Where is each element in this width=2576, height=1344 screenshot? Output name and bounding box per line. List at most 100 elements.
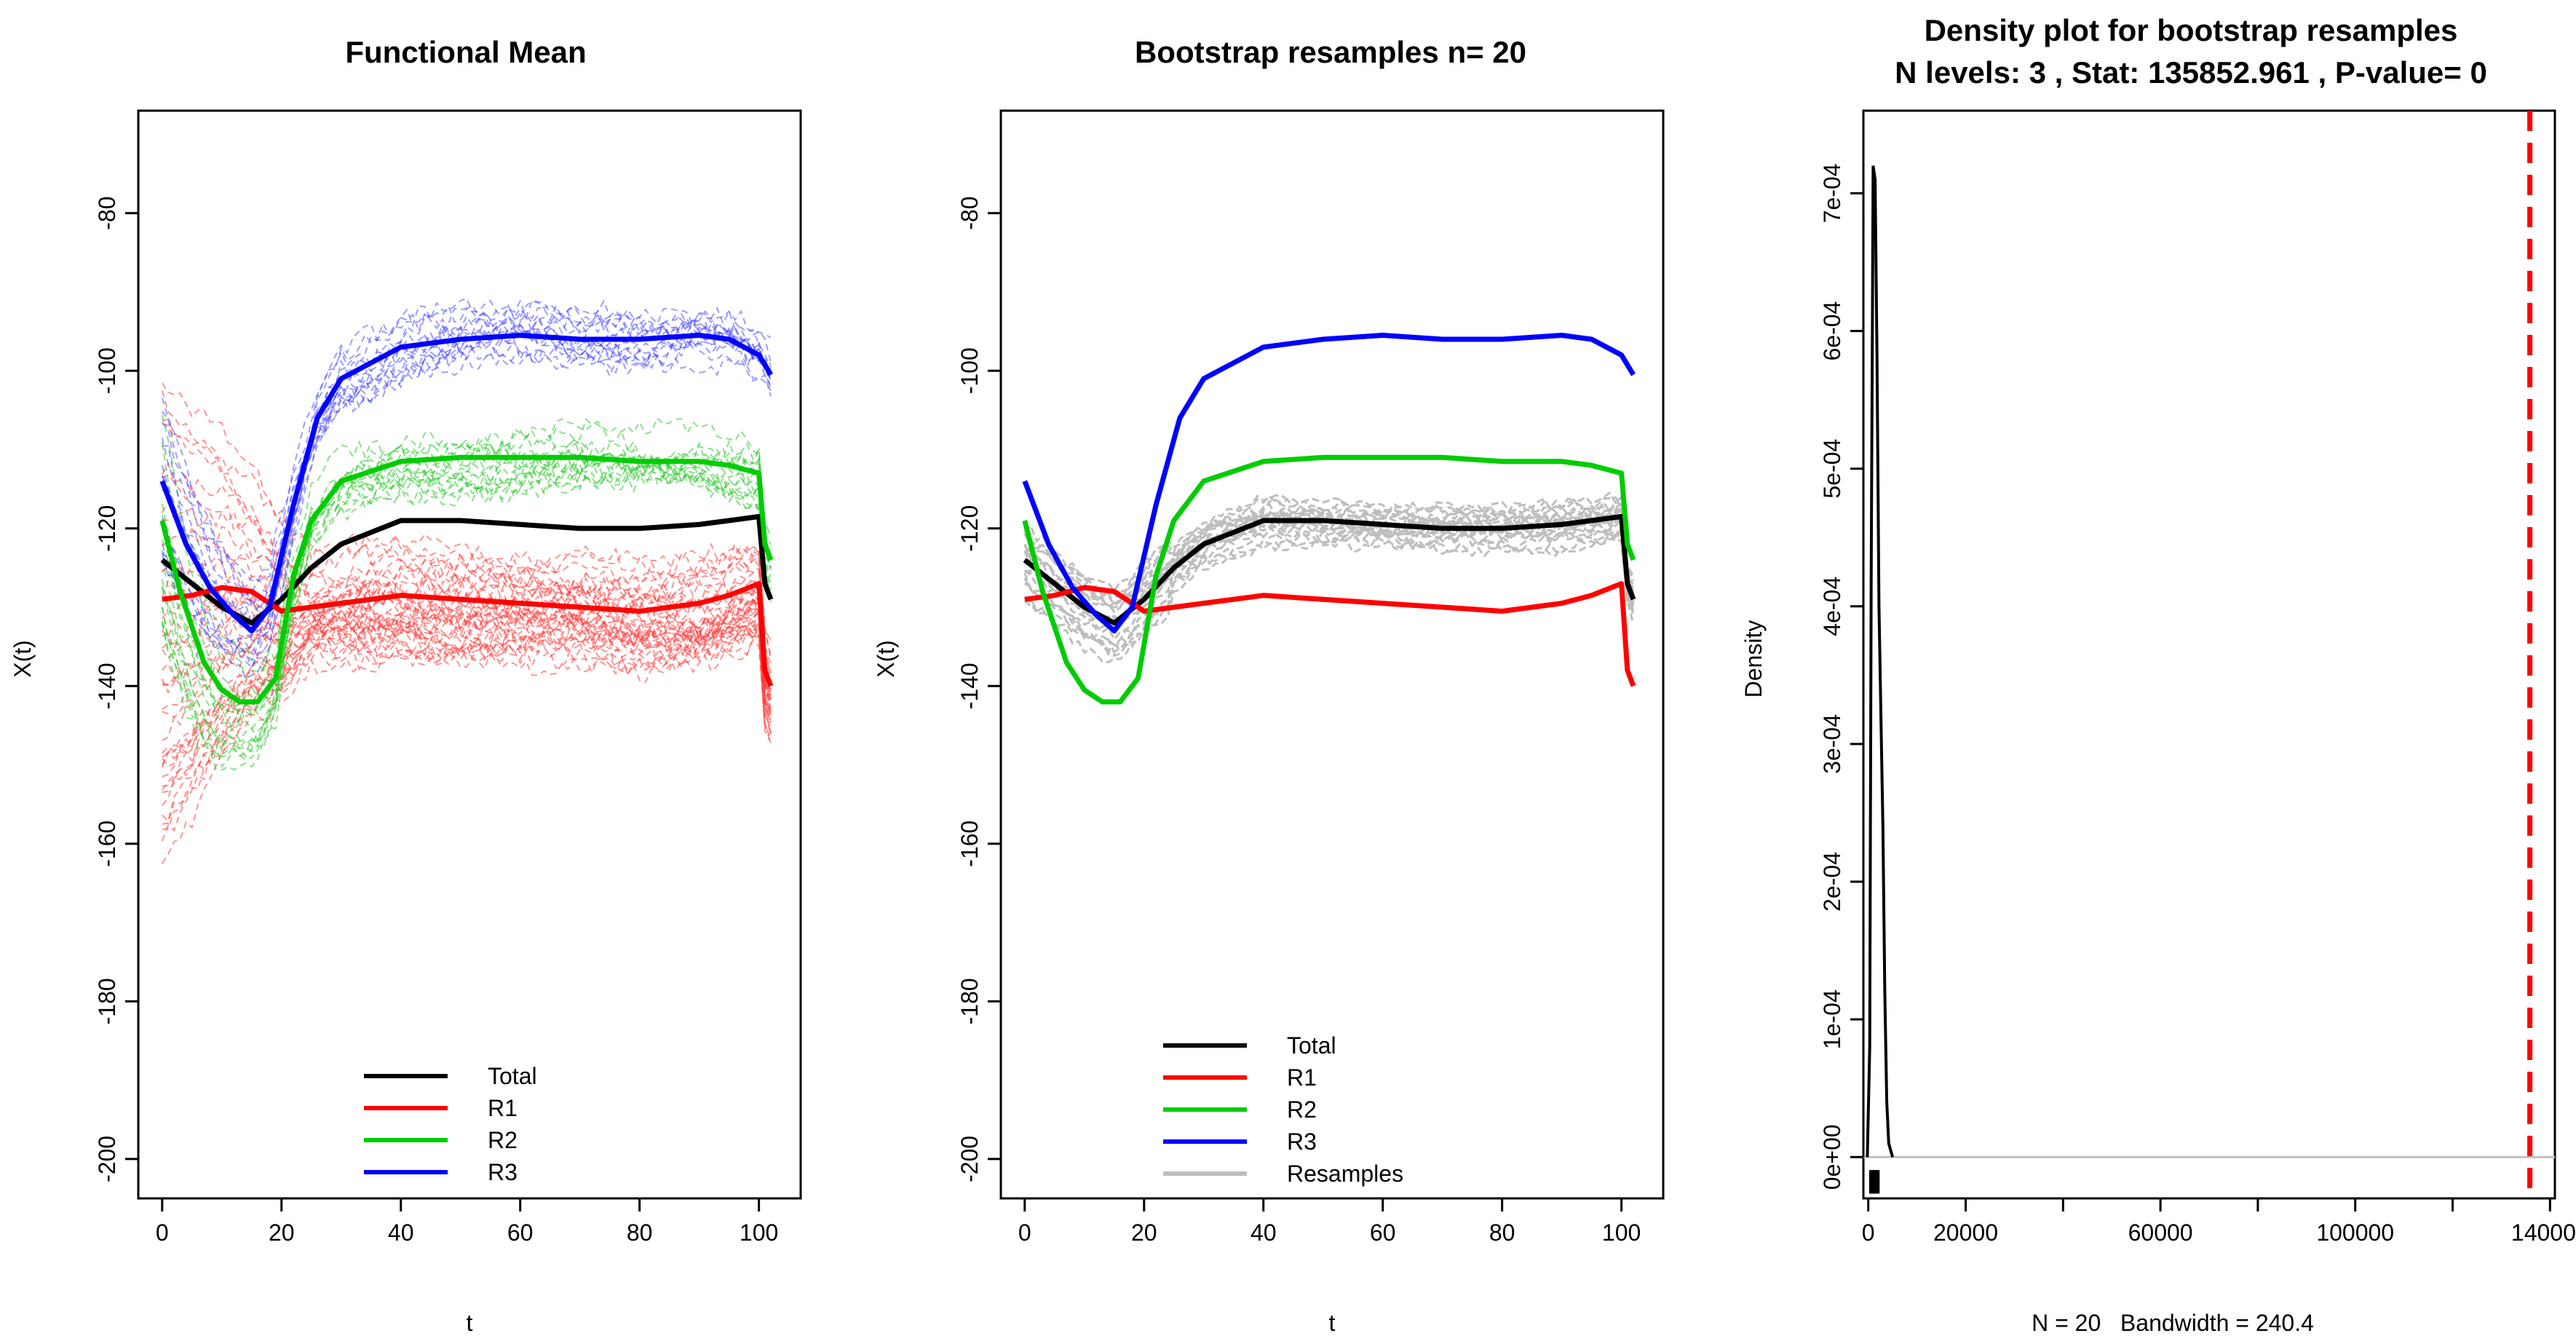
y-tick-label: -140 — [94, 663, 120, 709]
y-tick-label: -180 — [94, 978, 120, 1024]
x-tick-label: 20000 — [1933, 1220, 1998, 1246]
mean-curve-r2 — [1022, 454, 1636, 705]
observation-curve — [161, 418, 772, 681]
y-tick-label: -100 — [956, 347, 983, 394]
x-tick-label: 100 — [1602, 1220, 1641, 1246]
density-y-label: Density — [1740, 620, 1767, 698]
y-tick-label: -80 — [956, 197, 983, 230]
functional-mean-data-layer — [159, 297, 774, 864]
observation-curve — [161, 453, 772, 771]
observation-curve — [162, 418, 772, 673]
x-tick-label: 20 — [1131, 1220, 1157, 1246]
observation-curve — [161, 299, 772, 604]
x-tick-label: 0 — [1862, 1220, 1875, 1246]
bootstrap-resamples-data-layer — [1022, 333, 1636, 705]
mean-curve-r3 — [1022, 333, 1636, 633]
observation-curve — [162, 473, 772, 676]
x-tick-label: 40 — [388, 1220, 414, 1246]
density-title: Density plot for bootstrap resamples — [1925, 13, 2458, 47]
y-tick-label: 2e-04 — [1819, 852, 1845, 912]
x-tick-label: 60 — [1370, 1220, 1396, 1246]
y-tick-label: 1e-04 — [1819, 989, 1845, 1049]
x-tick-label: 0 — [156, 1220, 169, 1246]
y-tick-label: -200 — [94, 1136, 120, 1182]
observation-curve — [161, 440, 772, 730]
x-tick-label: 40 — [1251, 1220, 1277, 1246]
observation-curve — [162, 328, 772, 680]
observation-curve — [161, 432, 772, 716]
functional-mean-legend: Total R1 R2 R3 — [364, 1063, 537, 1185]
mean-curve-r2 — [159, 454, 774, 705]
resample-curve — [1024, 525, 1635, 656]
y-tick-label: -120 — [956, 505, 983, 552]
y-tick-label: -80 — [94, 197, 120, 230]
density-x-label: N = 20 Bandwidth = 240.4 — [2032, 1310, 2314, 1336]
observation-curve — [161, 446, 772, 748]
observation-curve — [162, 579, 772, 711]
y-tick-label: 5e-04 — [1819, 439, 1845, 499]
legend-label: R2 — [1287, 1096, 1317, 1123]
observation-curve — [161, 325, 772, 669]
bootstrap-resamples-x-label: t — [1329, 1310, 1336, 1336]
observation-curve — [162, 525, 772, 687]
observation-curve — [161, 328, 772, 669]
x-tick-label: 0 — [1018, 1220, 1031, 1246]
resample-curve — [1023, 512, 1635, 656]
observation-curve — [161, 619, 772, 864]
legend-label: R3 — [488, 1159, 518, 1185]
mean-curve-total — [160, 514, 774, 626]
legend-label: Total — [1287, 1032, 1336, 1059]
x-tick-label: 20 — [269, 1220, 295, 1246]
y-tick-label: 7e-04 — [1819, 164, 1845, 224]
legend-label: R1 — [1287, 1064, 1317, 1091]
bootstrap-resamples-panel: Bootstrap resamples n= 20 0 20 40 60 80 100 -2… — [873, 35, 1665, 1336]
observation-curve — [162, 590, 772, 716]
mean-curve-r1 — [1024, 581, 1636, 687]
y-tick-label: -100 — [94, 347, 120, 394]
legend-label: R3 — [1287, 1128, 1317, 1155]
functional-mean-axes: 0 20 40 60 80 100 -200 -180 -160 -140 -120 -100 -80 — [94, 197, 778, 1246]
observation-curve — [161, 433, 772, 716]
y-tick-label: 6e-04 — [1819, 301, 1845, 361]
observation-curve — [162, 571, 772, 692]
x-tick-label: 80 — [1489, 1220, 1515, 1246]
functional-mean-y-label: X(t) — [9, 640, 36, 678]
y-tick-label: -160 — [956, 821, 983, 867]
legend-label: Resamples — [1287, 1161, 1403, 1187]
observation-curve — [161, 323, 772, 662]
legend-label: Total — [488, 1063, 537, 1089]
y-tick-label: -160 — [94, 821, 120, 867]
density-subtitle: N levels: 3 , Stat: 135852.961 , P-value… — [1895, 55, 2487, 90]
bootstrap-resamples-legend: Total R1 R2 R3 Resamples — [1163, 1032, 1403, 1187]
x-tick-label: 80 — [627, 1220, 653, 1246]
bootstrap-resamples-title: Bootstrap resamples n= 20 — [1135, 35, 1526, 69]
observation-curve — [161, 606, 772, 766]
resample-curve — [1024, 503, 1635, 598]
y-tick-label: -120 — [94, 505, 120, 552]
mean-curve-r3 — [159, 333, 773, 633]
y-tick-label: 3e-04 — [1819, 714, 1845, 774]
observation-curve — [162, 603, 772, 758]
observation-curve — [162, 552, 772, 689]
legend-label: R2 — [488, 1127, 518, 1153]
mean-curve-r1 — [162, 581, 774, 687]
y-tick-label: -140 — [956, 663, 983, 709]
resample-curve — [1024, 527, 1635, 664]
functional-mean-x-label: t — [467, 1310, 473, 1336]
density-curve — [1866, 165, 1895, 1158]
density-plot-frame — [1862, 109, 2556, 1200]
resample-curve — [1023, 491, 1635, 599]
resample-curve — [1024, 504, 1635, 606]
bootstrap-resamples-axes: 0 20 40 60 80 100 -200 -180 -160 -140 -120 -100 -80 — [956, 197, 1641, 1246]
observation-curve — [162, 631, 772, 831]
observation-curve — [161, 318, 772, 646]
observation-curve — [162, 603, 772, 767]
mean-curve-total — [1023, 514, 1636, 626]
density-data-layer — [1863, 111, 2555, 1198]
y-tick-label: 0e+00 — [1819, 1124, 1845, 1190]
x-tick-label: 100 — [740, 1220, 778, 1246]
observation-curve — [162, 620, 772, 794]
